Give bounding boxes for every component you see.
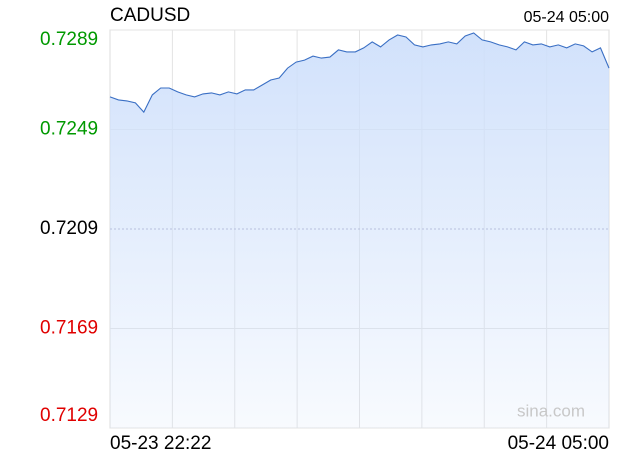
y-tick-label: 0.7289 — [40, 29, 98, 50]
area — [110, 33, 609, 428]
y-tick-label: 0.7129 — [40, 405, 98, 426]
timestamp: 05-24 05:00 — [524, 9, 610, 26]
y-tick-label: 0.7209 — [40, 218, 98, 239]
x-tick-label: 05-23 22:22 — [110, 433, 211, 454]
x-tick-label: 05-24 05:00 — [508, 433, 609, 454]
chart-title: CADUSD — [110, 5, 190, 26]
watermark: sina.com — [517, 401, 585, 420]
y-tick-label: 0.7169 — [40, 318, 98, 339]
y-tick-label: 0.7249 — [40, 119, 98, 140]
line — [109, 32, 610, 114]
